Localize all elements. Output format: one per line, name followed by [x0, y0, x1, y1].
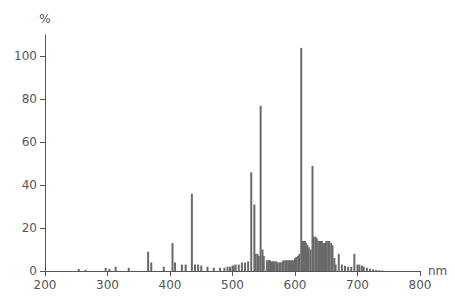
svg-text:100: 100 — [14, 49, 37, 63]
svg-text:0: 0 — [29, 264, 37, 278]
svg-text:300: 300 — [96, 278, 119, 292]
svg-text:nm: nm — [428, 264, 447, 278]
svg-text:60: 60 — [22, 135, 37, 149]
svg-text:400: 400 — [159, 278, 182, 292]
svg-text:40: 40 — [22, 178, 37, 192]
svg-text:800: 800 — [409, 278, 432, 292]
svg-text:600: 600 — [284, 278, 307, 292]
svg-text:700: 700 — [346, 278, 369, 292]
svg-text:500: 500 — [221, 278, 244, 292]
svg-text:%: % — [39, 12, 50, 26]
svg-text:80: 80 — [22, 92, 37, 106]
svg-text:200: 200 — [34, 278, 57, 292]
svg-text:20: 20 — [22, 221, 37, 235]
